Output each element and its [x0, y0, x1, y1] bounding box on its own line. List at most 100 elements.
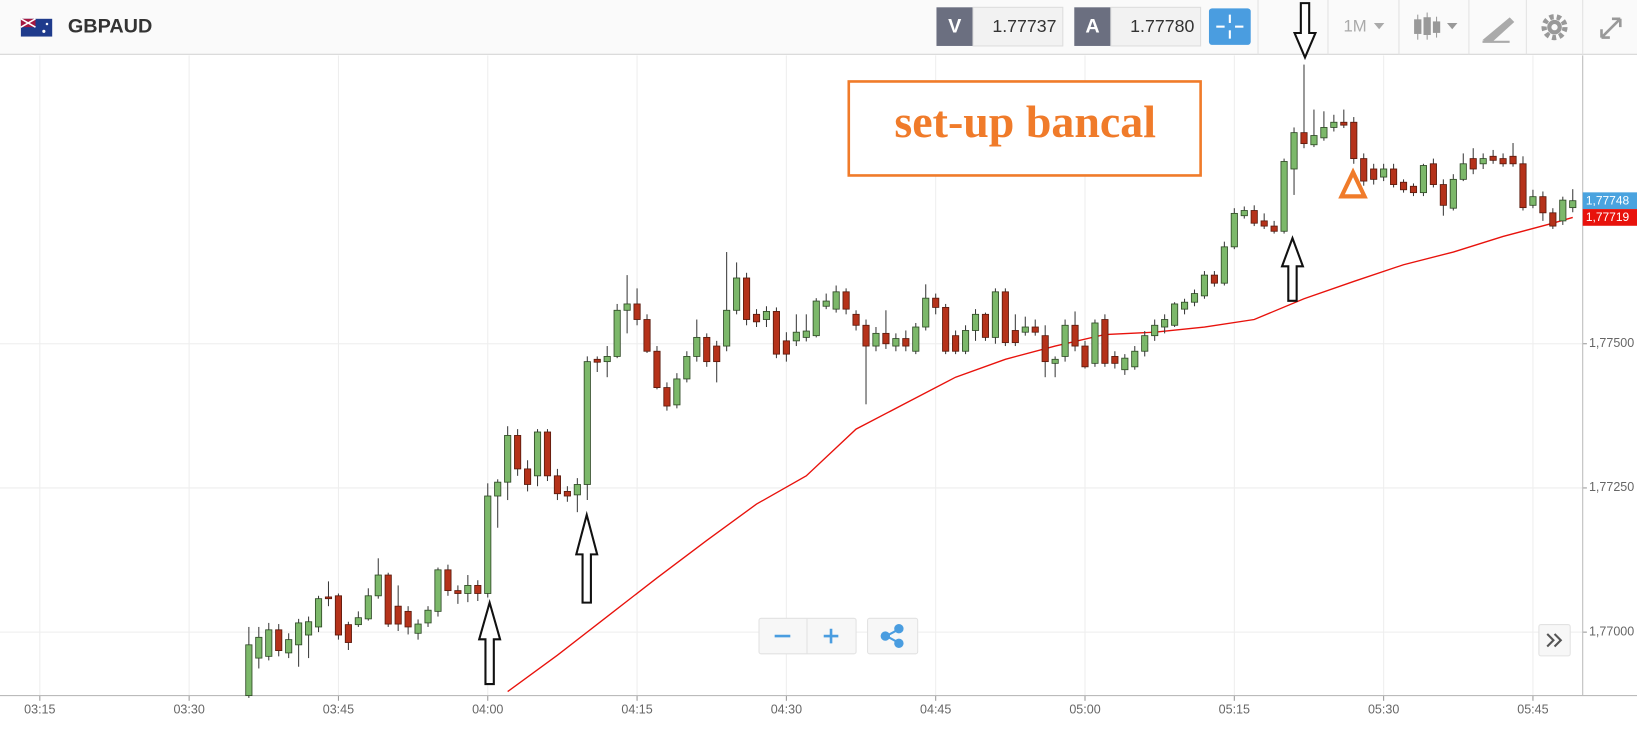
candle-body	[1001, 291, 1009, 344]
candle-body	[394, 605, 402, 625]
candle	[1021, 316, 1029, 336]
candle-body	[444, 569, 452, 592]
buy-price-box[interactable]	[1110, 6, 1202, 47]
candle	[1559, 196, 1567, 225]
candle	[723, 252, 731, 352]
candle-body	[464, 584, 472, 594]
candle	[952, 330, 960, 355]
ma-price-tag	[1582, 209, 1637, 226]
y-tick-label: 1,77500	[1589, 336, 1634, 350]
settings-icon[interactable]	[1541, 14, 1568, 41]
candle-body	[912, 326, 920, 352]
candle-body	[434, 569, 442, 612]
candle	[374, 558, 382, 599]
last-price-tag	[1582, 192, 1637, 210]
candle-body	[792, 331, 800, 342]
buy-price[interactable]: 1.77780	[1130, 16, 1194, 36]
candle	[1429, 158, 1437, 188]
candle-body	[962, 330, 970, 352]
sell-price-box[interactable]	[972, 6, 1064, 47]
candle	[504, 426, 512, 501]
candle	[1061, 319, 1069, 362]
candle	[1081, 340, 1089, 369]
buy-label[interactable]: A	[1085, 15, 1099, 37]
candle	[434, 567, 442, 617]
candle-body	[643, 319, 651, 352]
candle	[663, 382, 671, 411]
arrow	[477, 598, 502, 686]
candle-body	[1310, 135, 1318, 146]
candle-body	[1041, 335, 1049, 363]
candle	[932, 293, 940, 315]
fullscreen-icon[interactable]	[1600, 17, 1622, 39]
candle	[1300, 64, 1308, 149]
candle	[1131, 346, 1139, 370]
candle	[623, 275, 631, 334]
candle	[1320, 111, 1328, 141]
candle-body	[1121, 357, 1129, 371]
candle	[1350, 117, 1358, 164]
candle-body	[314, 598, 323, 628]
candle	[1310, 109, 1318, 148]
candle	[1449, 174, 1457, 211]
candle-body	[245, 644, 253, 696]
candle-body	[633, 303, 641, 320]
candle-body	[752, 313, 761, 323]
candle	[1330, 114, 1338, 132]
last-price-tag-label: 1,77748	[1586, 193, 1630, 207]
candle-body	[613, 309, 621, 357]
candle	[543, 429, 552, 482]
timeframe[interactable]: 1M	[1344, 17, 1367, 36]
candle	[1161, 314, 1169, 334]
candle-body	[1111, 356, 1119, 364]
arrow	[574, 510, 599, 604]
candle-body	[1011, 330, 1019, 344]
dropdown-caret[interactable]	[1373, 22, 1385, 30]
candle	[991, 288, 999, 344]
candle-body	[663, 387, 671, 407]
candle	[1230, 208, 1238, 250]
candle	[1011, 314, 1019, 347]
share[interactable]	[880, 624, 904, 649]
candle	[802, 314, 810, 342]
candle-body	[1409, 185, 1418, 194]
candle	[673, 373, 681, 409]
chart-type-icon[interactable]	[1414, 12, 1458, 40]
crosshair-button[interactable]	[1208, 8, 1251, 45]
buy-button[interactable]	[1074, 7, 1111, 46]
candle	[1469, 148, 1477, 175]
annotation: set-up bancal	[894, 96, 1156, 147]
candle-body	[1469, 158, 1477, 170]
candle-body	[782, 340, 790, 355]
scroll-right[interactable]	[1546, 633, 1563, 648]
candle-body	[1439, 184, 1447, 206]
sell-button[interactable]	[936, 7, 974, 46]
candle-body	[723, 309, 731, 347]
candle-body	[932, 297, 940, 308]
candle-body	[1569, 200, 1577, 209]
candle-body	[1021, 326, 1029, 333]
sell-price[interactable]: 1.77737	[992, 16, 1056, 36]
flag	[20, 18, 53, 37]
candle-body	[1449, 178, 1457, 209]
candle	[752, 309, 761, 328]
candle-body	[922, 297, 930, 328]
candle	[295, 618, 303, 667]
draw-icon[interactable]	[1482, 17, 1515, 43]
candle	[743, 272, 751, 326]
zoom-in[interactable]	[823, 628, 839, 644]
candle	[1270, 220, 1278, 234]
candle	[414, 619, 422, 640]
candle-body	[474, 584, 482, 594]
sell-label[interactable]: V	[948, 15, 962, 37]
candle	[354, 611, 362, 627]
candle	[942, 303, 950, 355]
candle	[603, 346, 611, 378]
candle	[1220, 241, 1228, 286]
y-tick-label: 1,77250	[1589, 480, 1634, 494]
candle	[285, 633, 293, 659]
candle	[812, 298, 820, 338]
annotation-box	[847, 80, 1202, 177]
candle-body	[1200, 274, 1209, 297]
candle	[444, 564, 452, 596]
